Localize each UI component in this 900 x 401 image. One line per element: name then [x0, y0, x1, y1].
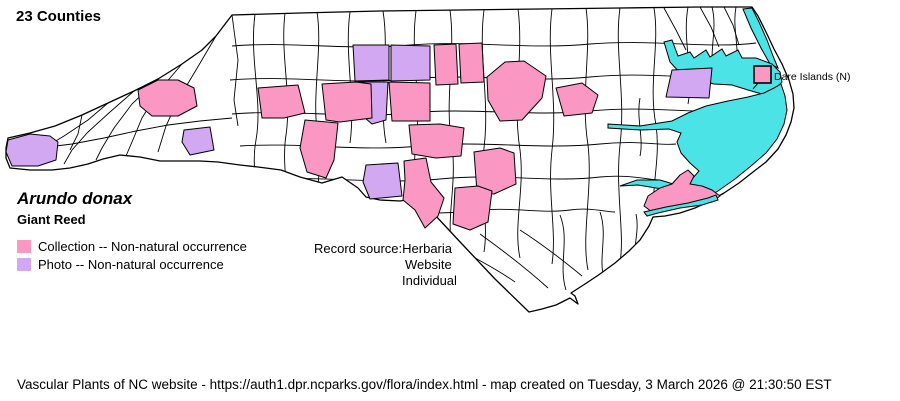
collection-county: [321, 81, 373, 123]
photo-county: [181, 126, 215, 156]
collection-county: [452, 185, 493, 231]
collection-county: [458, 42, 485, 84]
species-common-name: Giant Reed: [17, 212, 86, 227]
legend-item-collection: Collection -- Non-natural occurrence: [17, 238, 247, 254]
photo-county: [665, 67, 713, 99]
collection-county: [433, 43, 459, 86]
photo-county: [362, 162, 403, 200]
collection-county: [408, 123, 465, 159]
photo-county: [5, 133, 59, 167]
collection-county: [388, 81, 431, 122]
state-outline: [5, 6, 795, 313]
albemarle-sound: [663, 39, 783, 95]
record-source-block: Record source:Herbaria Website Individua…: [314, 241, 457, 289]
collection-county: [137, 79, 198, 117]
dare-islands-label: Dare Islands (N): [774, 71, 850, 83]
species-scientific-name: Arundo donax: [17, 189, 133, 208]
legend-photo-label: Photo -- Non-natural occurrence: [38, 256, 224, 272]
collection-county: [555, 82, 599, 117]
collection-county: [299, 119, 339, 179]
collection-county: [257, 84, 306, 119]
record-source-line3: Individual: [402, 273, 457, 288]
record-source-line1: Record source:Herbaria: [314, 241, 453, 256]
currituck-sound: [742, 7, 779, 70]
photo-county: [390, 44, 431, 82]
legend-collection-label: Collection -- Non-natural occurrence: [38, 238, 247, 254]
record-source-line2: Website: [405, 257, 452, 272]
species-block: Arundo donax Giant Reed: [17, 189, 132, 227]
collection-county: [402, 157, 445, 229]
map-legend: Collection -- Non-natural occurrence Pho…: [17, 239, 247, 275]
legend-item-photo: Photo -- Non-natural occurrence: [17, 256, 247, 272]
dare-islands-marker: Dare Islands (N): [752, 65, 850, 90]
photo-swatch-icon: [17, 257, 31, 271]
bogue-sound: [643, 194, 719, 217]
footer-attribution: Vascular Plants of NC website - https://…: [17, 377, 832, 392]
collection-swatch-icon: [17, 239, 31, 253]
county-count-title: 23 Counties: [16, 8, 102, 25]
photo-county: [352, 44, 390, 82]
collection-county: [486, 60, 547, 122]
